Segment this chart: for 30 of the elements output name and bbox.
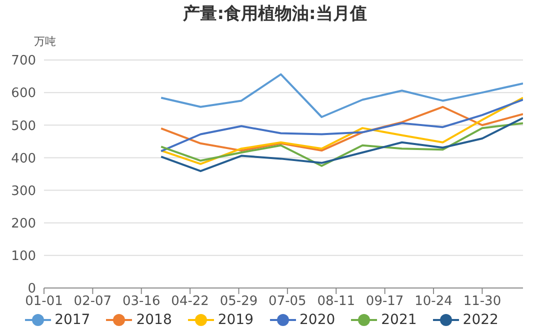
line-series [160,96,523,165]
y-tick-label: 500 [11,118,36,134]
x-tick-label: 05-29 [220,294,258,310]
y-tick-label: 200 [11,216,36,232]
line-series [160,122,523,167]
x-tick-label: 08-11 [317,294,356,310]
chart-title: 产量:食用植物油:当月值 [182,3,368,25]
y-tick-label: 400 [11,151,36,166]
legend-label: 2022 [462,312,498,328]
line-series [160,116,523,172]
y-tick-label: 600 [11,86,36,102]
legend-label: 2020 [298,312,336,328]
y-tick-label: 700 [11,54,36,69]
y-axis-title: 万吨 [34,34,56,49]
x-tick-label: 02-07 [74,294,112,310]
y-tick-label: 0 [28,282,36,297]
x-tick-label: 03-16 [122,294,160,310]
x-tick-label: 11-30 [463,294,502,310]
x-tick-label: 09-17 [366,294,404,310]
legend-label: 2021 [380,312,417,328]
x-tick-label: 10-24 [414,294,452,310]
y-tick-label: 100 [11,249,36,264]
x-tick-label: 01-01 [25,294,63,310]
x-tick-label: 04-22 [171,294,209,310]
legend-label: 2017 [54,312,90,328]
y-tick-label: 300 [11,184,36,199]
x-tick-label: 07-05 [268,294,306,310]
legend-label: 2019 [216,312,254,328]
line-series [160,73,523,118]
legend-label: 2018 [135,312,172,328]
